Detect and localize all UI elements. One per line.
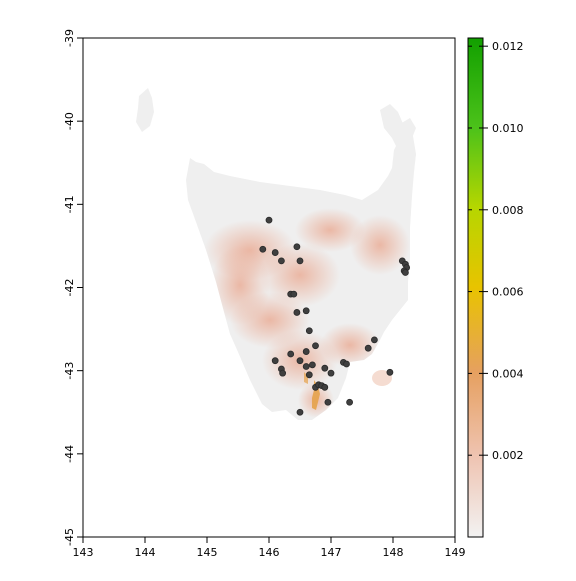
colorbar-tick-label: 0.004 <box>492 367 524 380</box>
y-tick-label: -42 <box>63 279 76 297</box>
occurrence-point <box>386 368 394 376</box>
x-tick-label: 147 <box>321 546 342 559</box>
x-tick-label: 149 <box>445 546 466 559</box>
occurrence-point <box>370 336 378 344</box>
x-tick-label: 144 <box>135 546 156 559</box>
occurrence-point <box>290 290 298 298</box>
occurrence-point <box>277 257 285 265</box>
occurrence-point <box>302 307 310 315</box>
occurrence-point <box>271 249 279 256</box>
x-axis: 143 144 145 146 147 148 149 <box>73 536 466 559</box>
colorbar-tick-label: 0.002 <box>492 449 524 462</box>
occurrence-point <box>279 369 287 377</box>
occurrence-point <box>321 364 329 372</box>
y-tick-label: -44 <box>63 445 76 463</box>
occurrence-point <box>343 360 350 368</box>
king-island <box>136 88 154 132</box>
occurrence-point <box>302 363 310 370</box>
x-tick-label: 143 <box>73 546 94 559</box>
occurrence-point <box>364 344 372 352</box>
y-tick-label: -41 <box>63 195 76 213</box>
occurrence-point <box>293 243 301 251</box>
y-axis: -45 -44 -43 -42 -41 -40 -39 <box>63 29 84 546</box>
occurrence-point <box>296 408 304 416</box>
occurrence-point <box>271 357 279 365</box>
occurrence-point <box>401 269 409 276</box>
colorbar-gradient <box>467 37 484 538</box>
colorbar-tick-label: 0.012 <box>492 40 524 53</box>
y-tick-label: -45 <box>63 528 76 546</box>
occurrence-point <box>324 398 332 406</box>
occurrence-point <box>308 361 316 369</box>
occurrence-point <box>321 383 329 391</box>
occurrence-point <box>305 371 313 379</box>
occurrence-point <box>265 216 273 224</box>
colorbar-tick-label: 0.010 <box>492 122 524 135</box>
y-tick-label: -43 <box>63 362 76 380</box>
occurrence-point <box>346 398 354 406</box>
occurrence-point <box>287 350 295 358</box>
occurrence-point <box>259 245 267 253</box>
colorbar-tick-label: 0.006 <box>492 286 524 299</box>
y-tick-label: -40 <box>63 112 76 130</box>
x-tick-label: 146 <box>259 546 280 559</box>
occurrence-point <box>305 327 313 335</box>
occurrence-point <box>296 357 304 365</box>
occurrence-points <box>259 216 411 416</box>
x-tick-label: 145 <box>197 546 218 559</box>
colorbar: 0.002 0.004 0.006 0.008 0.010 0.012 <box>467 37 524 538</box>
y-tick-label: -39 <box>63 29 76 47</box>
occurrence-point <box>327 369 335 377</box>
occurrence-point <box>296 257 304 265</box>
x-tick-label: 148 <box>383 546 404 559</box>
colorbar-tick-label: 0.008 <box>492 204 524 217</box>
occurrence-point <box>302 348 310 355</box>
occurrence-point <box>312 342 319 350</box>
occurrence-point <box>293 309 301 316</box>
